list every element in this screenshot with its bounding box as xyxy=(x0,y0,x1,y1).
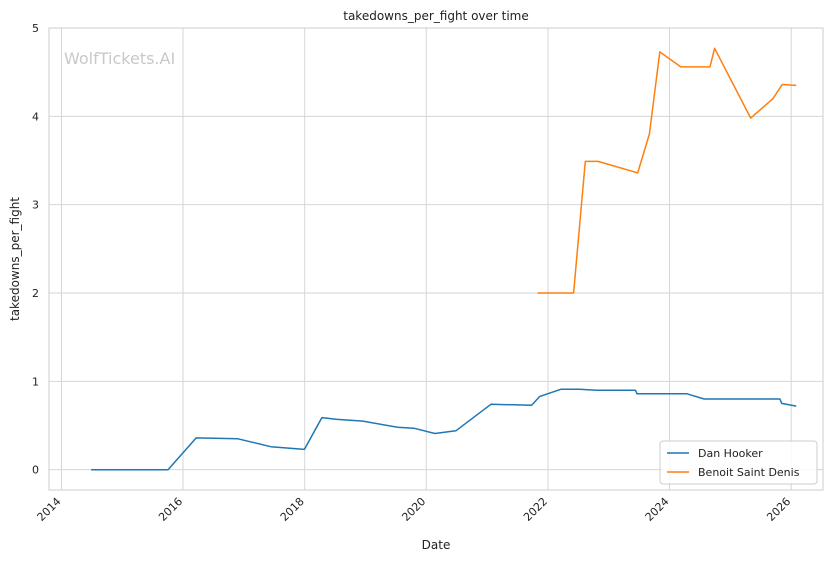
legend-box xyxy=(659,440,818,485)
x-tick-label: 2016 xyxy=(156,495,185,524)
x-axis-label: Date xyxy=(422,538,451,552)
legend-label-dan-hooker: Dan Hooker xyxy=(698,447,763,460)
y-axis-label: takedowns_per_fight xyxy=(8,197,22,321)
x-tick-label: 2024 xyxy=(643,495,672,524)
legend-label-benoit-saint-denis: Benoit Saint Denis xyxy=(698,466,800,479)
x-tick-label: 2022 xyxy=(521,495,550,524)
x-tick-label: 2020 xyxy=(399,495,428,524)
series-lines xyxy=(91,47,797,471)
series-line-dan-hooker xyxy=(91,388,797,471)
x-tick-label: 2018 xyxy=(278,495,307,524)
x-tick-label: 2026 xyxy=(764,495,793,524)
watermark: WolfTickets.AI xyxy=(64,49,175,68)
y-tick-label: 5 xyxy=(32,22,39,35)
legend: Dan Hooker Benoit Saint Denis xyxy=(659,440,818,485)
y-tick-label: 3 xyxy=(32,199,39,212)
series-line-benoit-saint-denis xyxy=(537,47,797,294)
x-tick-label: 2014 xyxy=(35,495,64,524)
y-tick-label: 0 xyxy=(32,464,39,477)
chart-title: takedowns_per_fight over time xyxy=(343,9,529,23)
y-tick-label: 2 xyxy=(32,287,39,300)
y-tick-labels: 0 1 2 3 4 5 xyxy=(32,22,39,477)
x-tick-labels: 2014 2016 2018 2020 2022 2024 2026 xyxy=(35,495,794,524)
y-tick-label: 4 xyxy=(32,110,39,123)
y-tick-label: 1 xyxy=(32,375,39,388)
plot-background xyxy=(49,28,823,490)
plot-frame xyxy=(48,27,824,491)
